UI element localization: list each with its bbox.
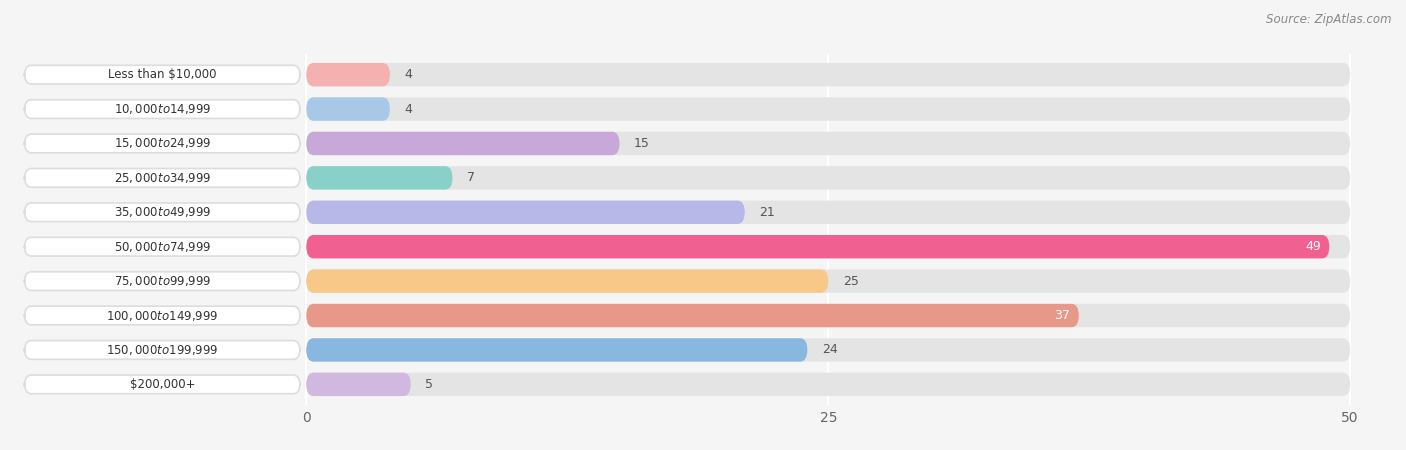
FancyBboxPatch shape xyxy=(307,270,1350,293)
Text: 15: 15 xyxy=(634,137,650,150)
FancyBboxPatch shape xyxy=(307,373,1350,396)
FancyBboxPatch shape xyxy=(307,304,1078,327)
FancyBboxPatch shape xyxy=(307,201,1350,224)
FancyBboxPatch shape xyxy=(307,166,453,189)
Text: $10,000 to $14,999: $10,000 to $14,999 xyxy=(114,102,211,116)
FancyBboxPatch shape xyxy=(307,166,1350,189)
FancyBboxPatch shape xyxy=(24,272,299,291)
Text: $75,000 to $99,999: $75,000 to $99,999 xyxy=(114,274,211,288)
FancyBboxPatch shape xyxy=(24,306,299,325)
FancyBboxPatch shape xyxy=(307,338,1350,362)
FancyBboxPatch shape xyxy=(24,168,299,187)
FancyBboxPatch shape xyxy=(307,132,620,155)
Text: $150,000 to $199,999: $150,000 to $199,999 xyxy=(105,343,218,357)
Text: $200,000+: $200,000+ xyxy=(129,378,195,391)
Text: 49: 49 xyxy=(1305,240,1322,253)
Text: 24: 24 xyxy=(823,343,838,356)
Text: $100,000 to $149,999: $100,000 to $149,999 xyxy=(105,309,218,323)
FancyBboxPatch shape xyxy=(307,270,828,293)
Text: 25: 25 xyxy=(842,274,859,288)
FancyBboxPatch shape xyxy=(307,63,1350,86)
Text: 5: 5 xyxy=(426,378,433,391)
FancyBboxPatch shape xyxy=(307,338,807,362)
Text: FAMILY INCOME BRACKETS IN PARAGONAH: FAMILY INCOME BRACKETS IN PARAGONAH xyxy=(176,0,574,4)
Text: 4: 4 xyxy=(405,68,412,81)
FancyBboxPatch shape xyxy=(307,97,389,121)
FancyBboxPatch shape xyxy=(307,97,1350,121)
FancyBboxPatch shape xyxy=(307,201,745,224)
Text: $15,000 to $24,999: $15,000 to $24,999 xyxy=(114,136,211,150)
Text: 4: 4 xyxy=(405,103,412,116)
FancyBboxPatch shape xyxy=(307,304,1350,327)
Text: 7: 7 xyxy=(467,171,475,184)
FancyBboxPatch shape xyxy=(24,375,299,394)
Text: 21: 21 xyxy=(759,206,775,219)
FancyBboxPatch shape xyxy=(307,235,1350,258)
Text: Less than $10,000: Less than $10,000 xyxy=(108,68,217,81)
FancyBboxPatch shape xyxy=(24,203,299,222)
Text: 37: 37 xyxy=(1054,309,1070,322)
FancyBboxPatch shape xyxy=(307,63,389,86)
FancyBboxPatch shape xyxy=(307,132,1350,155)
FancyBboxPatch shape xyxy=(24,341,299,359)
FancyBboxPatch shape xyxy=(24,237,299,256)
FancyBboxPatch shape xyxy=(24,134,299,153)
FancyBboxPatch shape xyxy=(24,65,299,84)
FancyBboxPatch shape xyxy=(307,373,411,396)
FancyBboxPatch shape xyxy=(24,100,299,118)
Text: $25,000 to $34,999: $25,000 to $34,999 xyxy=(114,171,211,185)
Text: $50,000 to $74,999: $50,000 to $74,999 xyxy=(114,240,211,254)
Text: Source: ZipAtlas.com: Source: ZipAtlas.com xyxy=(1267,14,1392,27)
Text: $35,000 to $49,999: $35,000 to $49,999 xyxy=(114,205,211,219)
FancyBboxPatch shape xyxy=(307,235,1329,258)
